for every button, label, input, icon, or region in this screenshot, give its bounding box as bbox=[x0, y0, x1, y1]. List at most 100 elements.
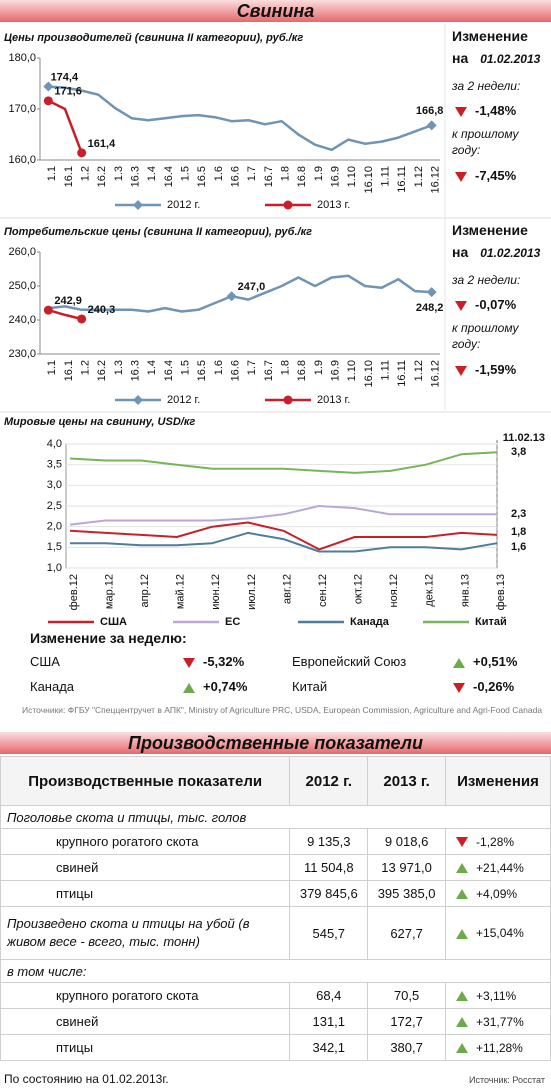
total-label: Произведено скота и птицы на убой (в жив… bbox=[0, 906, 291, 960]
x-tick-label: 1.8 bbox=[280, 166, 292, 181]
panel-title: Изменение bbox=[452, 28, 528, 44]
x-tick-label: 16.4 bbox=[163, 166, 175, 187]
x-tick-label: 1.6 bbox=[213, 166, 225, 181]
x-tick-label: 16.11 bbox=[396, 166, 408, 193]
x-tick-label: 16.9 bbox=[330, 360, 342, 381]
data-label: 1,8 bbox=[511, 526, 526, 538]
x-tick-label: июн.12 bbox=[210, 574, 222, 610]
chart-title: Цены производителей (свинина II категори… bbox=[4, 32, 303, 44]
table-row: крупного рогатого скота 9 135,3 9 018,6 -1,… bbox=[0, 828, 551, 855]
charts: Цены производителей (свинина II категори… bbox=[0, 24, 551, 628]
trend-icon bbox=[456, 991, 469, 1002]
x-tick-label: июл.12 bbox=[246, 574, 258, 610]
weekly-value: +0,74% bbox=[203, 679, 248, 694]
cell-change: +3,11% bbox=[445, 982, 551, 1009]
x-tick-label: 16.2 bbox=[96, 360, 108, 381]
cell-change: +15,04% bbox=[445, 906, 551, 960]
line-series bbox=[69, 505, 497, 526]
weekly-name: Китай bbox=[292, 679, 328, 694]
table-row: птицы 379 845,6 395 385,0 +4,09% bbox=[0, 880, 551, 907]
data-label: 248,2 bbox=[416, 302, 444, 314]
legend-label: Китай bbox=[475, 616, 507, 628]
panel-value: -1,48% bbox=[475, 103, 517, 118]
cell-value: 131,1 bbox=[289, 1008, 369, 1035]
table-row: птицы 342,1 380,7 +11,28% bbox=[0, 1034, 551, 1061]
header-row: Производственные показатели 2012 г. 2013 г… bbox=[0, 756, 551, 806]
x-tick-label: 1.12 bbox=[413, 360, 425, 381]
annotation: 11.02.13 bbox=[503, 432, 545, 444]
line-series bbox=[47, 308, 82, 321]
legend-label: Канада bbox=[350, 616, 390, 628]
change-value: +11,28% bbox=[476, 1040, 523, 1055]
section-title: Производственные показатели bbox=[0, 732, 551, 754]
table-row: свиней 11 504,8 13 971,0 +21,44% bbox=[0, 854, 551, 881]
x-tick-label: 1.8 bbox=[280, 360, 292, 375]
x-tick-label: 1.2 bbox=[80, 360, 92, 375]
y-tick-label: 260,0 bbox=[8, 246, 36, 258]
change-value: +3,11% bbox=[476, 988, 517, 1003]
y-tick-label: 3,5 bbox=[47, 459, 62, 471]
data-label: 171,6 bbox=[54, 86, 82, 98]
cell-change: +4,09% bbox=[445, 880, 551, 907]
cell-change: +31,77% bbox=[445, 1008, 551, 1035]
x-tick-label: 1.9 bbox=[313, 360, 325, 375]
cell-value: 9 135,3 bbox=[289, 828, 369, 855]
x-tick-label: 16.12 bbox=[430, 360, 442, 388]
change-value: +15,04% bbox=[476, 926, 524, 940]
panel-date: 01.02.2013 bbox=[480, 52, 541, 66]
legend-label: 2013 г. bbox=[317, 394, 350, 406]
cell-value: 70,5 bbox=[367, 982, 447, 1009]
x-tick-label: мар.12 bbox=[103, 574, 115, 609]
x-tick-label: май.12 bbox=[175, 574, 187, 609]
row-label: свиней bbox=[0, 854, 291, 881]
legend-label: 2012 г. bbox=[167, 394, 200, 406]
cell-change: -1,28% bbox=[445, 828, 551, 855]
x-tick-label: 1.2 bbox=[80, 166, 92, 181]
x-tick-label: дек.12 bbox=[424, 574, 436, 607]
column-header: Изменения bbox=[445, 756, 551, 806]
marker bbox=[77, 148, 87, 158]
x-tick-label: 1.5 bbox=[180, 166, 192, 181]
cell-value: 627,7 bbox=[367, 906, 447, 960]
x-tick-label: 16.8 bbox=[296, 166, 308, 187]
x-tick-label: 1.5 bbox=[180, 360, 192, 375]
trend-icon bbox=[456, 837, 469, 848]
x-tick-label: 16.11 bbox=[396, 360, 408, 387]
weekly-name: Канада bbox=[30, 679, 75, 694]
x-tick-label: 1.11 bbox=[380, 360, 392, 381]
data-label: 247,0 bbox=[238, 281, 266, 293]
y-tick-label: 250,0 bbox=[8, 280, 36, 292]
sources: Источники: ФГБУ "Спеццентручет в АПК", M… bbox=[22, 705, 543, 715]
weekly-name: США bbox=[30, 654, 60, 669]
x-tick-label: 16.5 bbox=[196, 360, 208, 381]
cell-value: 11 504,8 bbox=[289, 854, 369, 881]
data-label: 174,4 bbox=[51, 71, 79, 83]
change-value: +21,44% bbox=[476, 860, 524, 875]
header-title: Свинина bbox=[0, 0, 551, 22]
panel-date-line: на 01.02.2013 bbox=[452, 244, 540, 260]
panel-value: -7,45% bbox=[475, 168, 517, 183]
y-tick-label: 1,0 bbox=[47, 562, 62, 574]
line-series bbox=[48, 85, 433, 152]
row-label: птицы bbox=[0, 1034, 291, 1061]
weekly-value: -5,32% bbox=[203, 654, 245, 669]
x-tick-label: 1.4 bbox=[146, 360, 158, 375]
cell-value: 13 971,0 bbox=[367, 854, 447, 881]
trend-icon bbox=[456, 863, 469, 874]
trend-icon bbox=[456, 889, 469, 900]
x-tick-label: 16.3 bbox=[130, 360, 142, 381]
trend-icon bbox=[453, 682, 465, 693]
panel-date-prefix: на bbox=[452, 50, 469, 66]
x-tick-label: 1.1 bbox=[46, 166, 58, 181]
trend-icon bbox=[456, 1043, 469, 1054]
y-tick-label: 170,0 bbox=[8, 103, 36, 115]
x-tick-label: 16.7 bbox=[263, 166, 275, 187]
legend-label: 2013 г. bbox=[317, 199, 350, 211]
table-row: в том числе: bbox=[0, 959, 551, 983]
cell-value: 380,7 bbox=[367, 1034, 447, 1061]
x-tick-label: 16.4 bbox=[163, 360, 175, 381]
source: Источник: Росстат bbox=[469, 1075, 545, 1085]
x-tick-label: 16.8 bbox=[296, 360, 308, 381]
x-tick-label: 1.12 bbox=[413, 166, 425, 187]
cell-value: 342,1 bbox=[289, 1034, 369, 1061]
